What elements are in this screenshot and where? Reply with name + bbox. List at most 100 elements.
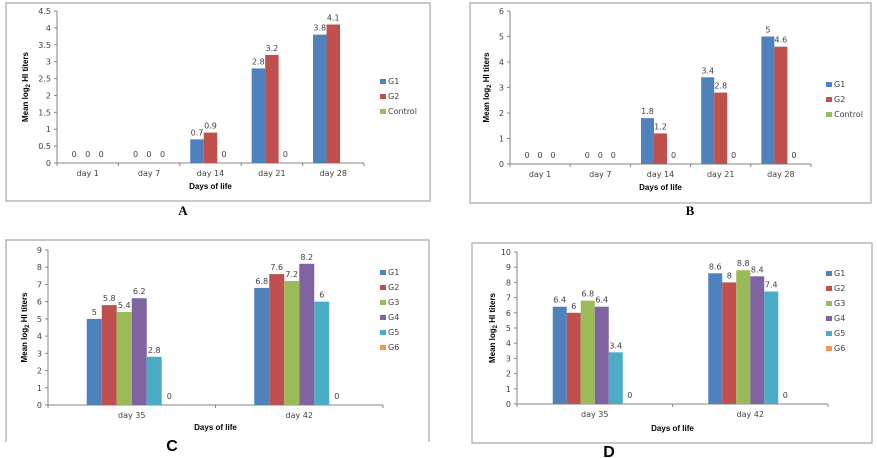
y-tick-label: 3 — [37, 349, 42, 358]
y-axis-title-tail: HI titers — [21, 51, 30, 84]
legend-label-g5: G5 — [388, 328, 399, 337]
y-tick-label: 3 — [499, 84, 504, 93]
legend-swatch-g3 — [826, 301, 832, 306]
data-label: 2.8 — [148, 346, 161, 355]
data-label: 0 — [585, 151, 590, 160]
x-axis-title: Days of life — [189, 182, 232, 191]
y-tick-label: 0 — [499, 160, 504, 169]
data-label: 1.2 — [654, 122, 667, 131]
bar-g4 — [131, 298, 147, 405]
chart-frame — [471, 242, 873, 444]
bar-g2 — [101, 305, 117, 405]
y-tick-label: 0.5 — [38, 142, 51, 151]
data-label: 0 — [334, 392, 339, 401]
legend-swatch-g1 — [380, 79, 386, 84]
y-tick-label: 1 — [506, 385, 511, 394]
data-label: 6.2 — [133, 287, 146, 296]
y-tick-label: 0 — [37, 401, 42, 410]
legend-label-g1: G1 — [834, 269, 845, 278]
y-tick-label: 6 — [506, 309, 511, 318]
y-axis-title-tail: HI titers — [20, 292, 29, 325]
chart-panel-a: 0 0.5 1 1.5 2 2.5 3 3.5 4 4.5 day 1 day 7 day 14 day … — [5, 2, 431, 218]
data-label: 0 — [167, 392, 172, 401]
bar-g5 — [608, 352, 623, 404]
bar-g1 — [254, 287, 270, 405]
x-tick-label: day 21 — [258, 169, 285, 178]
data-label: 6.4 — [595, 296, 608, 305]
y-axis-title-subscript: 2 — [25, 324, 31, 328]
y-tick-label: 4 — [499, 58, 504, 67]
data-label: 0 — [598, 151, 603, 160]
bar-g3 — [284, 281, 300, 405]
legend-swatch-control — [380, 109, 386, 114]
y-tick-label: 7 — [37, 280, 42, 289]
x-axis-title: Days of life — [194, 423, 237, 432]
chart-frame — [5, 2, 431, 202]
y-tick-label: 4 — [37, 332, 42, 341]
data-label: 0 — [525, 151, 530, 160]
data-label: 0 — [160, 150, 165, 159]
data-label: 1.8 — [641, 107, 654, 116]
legend-swatch-g2 — [826, 286, 832, 291]
bar-g1 — [701, 77, 715, 164]
legend-swatch-g4 — [826, 316, 832, 321]
panel-label: A — [178, 203, 188, 218]
y-tick-label: 2 — [499, 109, 504, 118]
y-axis-title-main: Mean log — [488, 328, 497, 363]
legend-label-g2: G2 — [388, 92, 399, 101]
legend-swatch-g2 — [826, 97, 832, 102]
bar-g2 — [722, 282, 737, 404]
bar-g3 — [580, 300, 595, 404]
bar-g1 — [708, 273, 723, 404]
y-tick-label: 2 — [46, 91, 51, 100]
bar-g1 — [251, 68, 266, 163]
data-label: 3.4 — [609, 341, 622, 350]
data-label: 6 — [319, 291, 324, 300]
bar-g2 — [203, 132, 218, 163]
y-axis-title-subscript: 2 — [493, 324, 499, 328]
data-label: 2.8 — [252, 57, 265, 66]
y-tick-label: 5 — [499, 33, 504, 42]
legend-swatch-g6 — [826, 346, 832, 351]
x-tick-label: day 28 — [767, 170, 794, 179]
data-label: 3.2 — [266, 44, 279, 53]
panel-label: C — [166, 438, 178, 455]
data-label: 7.4 — [765, 281, 778, 290]
y-tick-label: 8 — [506, 278, 511, 287]
data-label: 0 — [85, 150, 90, 159]
data-label: 6.8 — [581, 290, 594, 299]
y-tick-label: 1 — [499, 135, 504, 144]
data-label: 3.8 — [313, 24, 326, 33]
y-tick-label: 3.5 — [38, 41, 51, 50]
y-tick-label: 1 — [37, 384, 42, 393]
y-axis-title-subscript: 2 — [487, 84, 493, 88]
data-label: 5 — [765, 26, 770, 35]
data-label: 8.4 — [751, 265, 764, 274]
data-label: 3.4 — [701, 66, 714, 75]
data-label: 0 — [731, 151, 736, 160]
data-label: 7.6 — [270, 263, 283, 272]
legend-label-control: Control — [388, 107, 417, 116]
y-axis-title-subscript: 2 — [26, 83, 32, 87]
legend-label-g2: G2 — [834, 95, 845, 104]
y-tick-label: 4 — [506, 339, 511, 348]
bar-g1 — [641, 118, 654, 164]
y-axis-title: Mean log2 HI titers — [20, 292, 31, 363]
bar-g3 — [736, 270, 751, 404]
y-tick-label: 0 — [46, 159, 51, 168]
legend-label-g2: G2 — [834, 284, 845, 293]
y-axis-title-tail: HI titers — [482, 52, 491, 85]
x-tick-label: day 7 — [138, 169, 160, 178]
x-tick-label: day 42 — [737, 410, 764, 419]
y-tick-label: 0 — [506, 400, 511, 409]
data-label: 0 — [99, 150, 104, 159]
data-label: 0 — [783, 391, 788, 400]
chart-frame — [5, 239, 430, 442]
data-label: 6.4 — [553, 296, 566, 305]
chart-frame — [469, 2, 872, 204]
bar-g1 — [552, 306, 567, 404]
bar-g4 — [594, 306, 609, 404]
data-label: 4.1 — [327, 14, 340, 23]
